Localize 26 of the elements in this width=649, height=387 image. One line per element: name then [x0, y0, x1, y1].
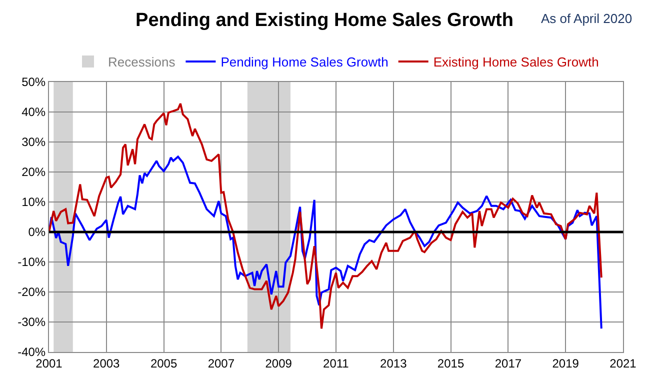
- x-tick-label: 2009: [265, 356, 292, 370]
- x-tick-label: 2007: [208, 356, 235, 370]
- y-tick-label: 20%: [22, 165, 46, 180]
- y-tick-label: -20%: [18, 285, 46, 300]
- y-tick-label: 30%: [22, 135, 46, 150]
- x-tick-label: 2015: [437, 356, 464, 370]
- line-series: [49, 156, 602, 330]
- x-tick-label: 2013: [380, 356, 408, 370]
- y-tick-label: 0%: [28, 225, 46, 240]
- legend-label: Pending Home Sales Growth: [220, 54, 388, 70]
- y-tick-label: 10%: [22, 195, 46, 210]
- x-tick-label: 2003: [93, 356, 120, 370]
- x-tick-label: 2011: [323, 356, 350, 370]
- x-tick-label: 2019: [552, 356, 580, 370]
- text: As of April 2020: [541, 11, 632, 26]
- y-tick-label: 50%: [22, 75, 46, 90]
- y-tick-label: -30%: [18, 315, 46, 330]
- line-series: [49, 102, 602, 330]
- legend-label: Existing Home Sales Growth: [433, 54, 599, 70]
- x-tick-label: 2005: [150, 356, 178, 370]
- legend-label: Recessions: [108, 54, 176, 70]
- y-tick-label: -10%: [18, 255, 46, 270]
- y-tick-label: 40%: [22, 105, 46, 120]
- x-tick-label: 2021: [610, 356, 637, 370]
- x-tick-label: 2017: [494, 356, 522, 370]
- chart-title: Pending and Existing Home Sales Growth: [136, 10, 514, 31]
